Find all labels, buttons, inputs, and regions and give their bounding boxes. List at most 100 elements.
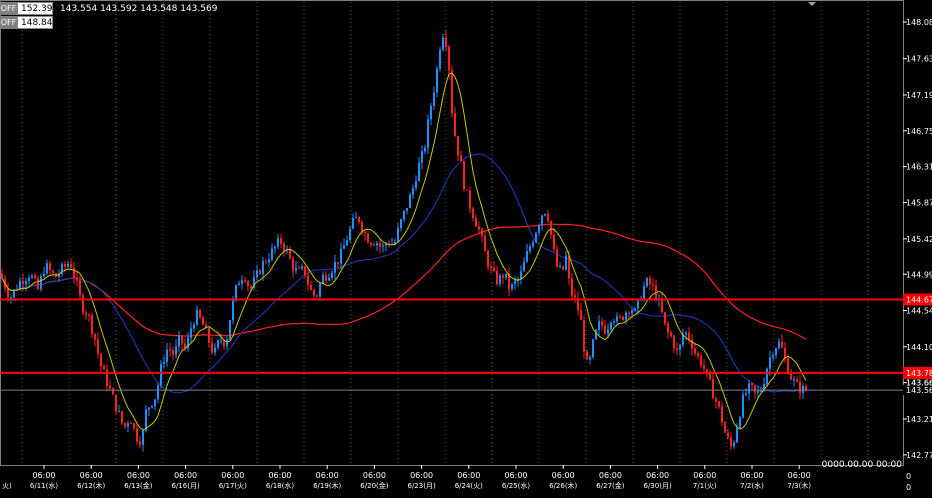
candle-body: [712, 379, 714, 399]
candle-body: [439, 49, 441, 69]
candle-body: [94, 333, 96, 340]
horizontal-lines: 144.676 143.780143.660143.569: [0, 293, 932, 396]
candle-body: [355, 217, 357, 219]
candle-body: [166, 349, 168, 363]
candle-body: [358, 217, 360, 223]
bid-tag: [903, 385, 932, 396]
candle-body: [418, 162, 420, 182]
x-edge-value: 0: [906, 472, 911, 481]
off-price-value: 152.392: [17, 2, 58, 15]
x-tick-date: 6/19(木): [313, 481, 341, 490]
x-tick-time: 06:00: [740, 471, 763, 480]
candle-body: [280, 238, 282, 245]
candle-body: [550, 221, 552, 235]
x-tick-date: 6/20(金): [360, 481, 388, 490]
candle-body: [538, 225, 540, 233]
candle-body: [730, 437, 732, 447]
candle-body: [91, 314, 93, 334]
candle-body: [109, 386, 111, 389]
candle-body: [505, 273, 507, 278]
x-edge-value: 0: [906, 483, 911, 492]
candle-body: [601, 321, 603, 326]
bid-label: 143.569: [906, 386, 932, 395]
candle-body: [118, 410, 120, 412]
candle-body: [460, 155, 462, 162]
candle-body: [151, 405, 153, 408]
candle-body: [442, 37, 444, 50]
candle-body: [481, 229, 483, 236]
candle-body: [214, 347, 216, 353]
x-tick-date: 6/25(水): [502, 481, 530, 490]
candle-body: [754, 385, 756, 393]
off-price-value: 148.841: [17, 16, 58, 29]
x-tick-time: 06:00: [504, 471, 527, 480]
candle-body: [199, 309, 201, 318]
candle-body: [694, 348, 696, 354]
candle-body: [592, 339, 594, 358]
x-tick-date: 6/23(月): [408, 482, 436, 490]
candle-body: [748, 383, 750, 394]
candle-body: [403, 210, 405, 220]
candle-body: [322, 275, 324, 284]
x-tick-date: 6/17(火): [219, 482, 247, 490]
candle-body: [400, 219, 402, 229]
y-tick-label: 144.990: [906, 270, 932, 279]
candle-body: [703, 365, 705, 369]
candle-body: [343, 245, 345, 249]
candle-body: [139, 441, 141, 445]
off-row-2[interactable]: OFF 148.841: [0, 16, 58, 29]
candle-body: [577, 297, 579, 310]
candle-body: [526, 251, 528, 262]
candle-body: [208, 327, 210, 343]
x-tick-date: 7/1(火): [693, 482, 717, 490]
candle-body: [70, 263, 72, 268]
candle-body: [61, 264, 63, 274]
candle-body: [517, 278, 519, 281]
candle-body: [562, 266, 564, 270]
candle-body: [664, 312, 666, 324]
candle-body: [100, 353, 102, 367]
candle-body: [415, 181, 417, 188]
candle-body: [451, 70, 453, 114]
candle-body: [760, 390, 762, 392]
candle-body: [178, 335, 180, 347]
off-toggle-button[interactable]: OFF: [0, 2, 17, 15]
y-tick-label: 144.545: [906, 307, 932, 316]
candle-body: [58, 273, 60, 277]
off-row-1[interactable]: OFF 152.392: [0, 2, 58, 15]
current-price-label: 143.660: [906, 379, 932, 388]
candle-body: [433, 92, 435, 106]
candle-body: [499, 275, 501, 284]
candle-body: [277, 238, 279, 247]
candle-body: [682, 334, 684, 345]
candle-body: [130, 423, 132, 425]
candle-body: [409, 194, 411, 208]
candle-body: [43, 273, 45, 277]
candle-body: [337, 261, 339, 264]
candle-body: [595, 329, 597, 340]
candle-body: [799, 381, 801, 393]
x-tick-time: 06:00: [32, 471, 55, 480]
candle-body: [490, 266, 492, 268]
candle-body: [223, 340, 225, 347]
candle-body: [268, 259, 270, 263]
candle-body: [25, 281, 27, 285]
ma-mid-path: [1, 153, 807, 394]
y-tick-label: 146.750: [906, 127, 932, 136]
candle-body: [346, 240, 348, 246]
candle-body: [802, 385, 804, 393]
timestamp-readout: 0000.00.00 00:00: [821, 460, 902, 470]
x-tick-time: 06:00: [646, 471, 669, 480]
candle-body: [211, 342, 213, 353]
candle-body: [193, 324, 195, 329]
candle-body: [232, 299, 234, 321]
candle-body: [616, 316, 618, 322]
candle-body: [247, 281, 249, 287]
off-toggle-button[interactable]: OFF: [0, 16, 17, 29]
candle-body: [715, 398, 717, 402]
candle-body: [142, 430, 144, 445]
y-tick-label: 147.190: [906, 91, 932, 100]
candle-body: [28, 277, 30, 282]
x-tick-date: 6/11(水): [30, 481, 58, 490]
candle-body: [154, 399, 156, 406]
